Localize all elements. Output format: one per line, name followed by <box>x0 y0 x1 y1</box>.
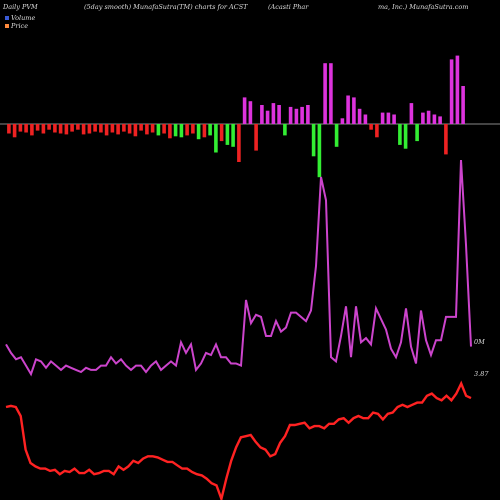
pvm-bar <box>357 108 362 124</box>
pvm-bar <box>185 124 189 136</box>
pvm-bar <box>99 124 103 133</box>
pvm-bar <box>145 124 149 135</box>
pvm-bar <box>162 124 166 134</box>
pvm-bar <box>248 101 253 124</box>
pvm-bar <box>150 124 155 133</box>
pvm-bar <box>398 124 402 145</box>
header-right-b: ma, Inc.) MunafaSutra.com <box>378 3 468 11</box>
pvm-bar <box>455 55 460 124</box>
pvm-bar <box>271 103 276 124</box>
pvm-bar <box>231 124 235 147</box>
pvm-bar <box>116 124 120 135</box>
pvm-bar <box>254 124 258 151</box>
pvm-bar <box>53 124 57 133</box>
pvm-bar <box>288 106 293 124</box>
pvm-bar <box>242 97 247 124</box>
pvm-bar <box>225 124 230 145</box>
pvm-bar <box>432 114 437 124</box>
pvm-bar <box>173 124 178 137</box>
pvm-bar <box>421 112 425 124</box>
pvm-bar <box>214 124 218 153</box>
header-mid: (5day smooth) MunafaSutra(TM) charts for… <box>84 3 248 11</box>
pvm-bar <box>179 124 184 138</box>
pvm-bar <box>47 124 51 130</box>
pvm-bar <box>76 124 80 130</box>
legend-swatch-price <box>5 24 9 28</box>
pvm-bar <box>461 86 465 124</box>
price-last-label: 3.87 <box>474 370 489 378</box>
pvm-bar <box>81 124 86 135</box>
pvm-bar <box>104 124 109 136</box>
pvm-bar <box>41 124 46 134</box>
legend-swatch-volume <box>5 16 9 20</box>
pvm-bar <box>196 124 201 140</box>
pvm-bar <box>340 118 345 124</box>
pvm-bar <box>294 108 299 124</box>
legend-label-price: Price <box>10 22 28 30</box>
pvm-bar <box>156 124 161 136</box>
pvm-bar <box>449 59 454 124</box>
pvm-bar <box>300 106 304 124</box>
pvm-bar <box>30 124 34 136</box>
pvm-bar <box>191 124 195 134</box>
pvm-bar <box>127 124 132 134</box>
pvm-bar <box>426 110 431 124</box>
volume-last-label: 0M <box>474 338 485 346</box>
pvm-bar <box>265 110 270 124</box>
pvm-bar <box>70 124 74 132</box>
pvm-bar <box>133 124 138 137</box>
pvm-bar <box>87 124 92 134</box>
pvm-bar <box>277 105 281 124</box>
pvm-bar <box>208 124 212 136</box>
pvm-bar <box>24 124 28 133</box>
pvm-bar <box>58 124 63 134</box>
pvm-bar <box>64 124 69 135</box>
pvm-bar <box>139 124 143 131</box>
pvm-bar <box>403 124 408 149</box>
pvm-bar <box>306 105 310 124</box>
pvm-bar <box>110 124 115 133</box>
pvm-bar <box>323 63 327 124</box>
pvm-bar <box>283 124 287 136</box>
pvm-bar <box>363 114 368 124</box>
pvm-bar <box>444 124 448 155</box>
pvm-bar <box>168 124 172 139</box>
pvm-bar <box>392 114 396 124</box>
pvm-bar <box>202 124 207 138</box>
pvm-bar <box>329 63 333 124</box>
pvm-bar <box>93 124 97 132</box>
header-left: Daily PVM <box>2 3 38 11</box>
pvm-bar <box>415 124 419 142</box>
chart-header: Daily PVM (5day smooth) MunafaSutra(TM) … <box>2 3 468 11</box>
pvm-bar <box>7 124 11 134</box>
pvm-bar <box>122 124 126 132</box>
legend-label-volume: Volume <box>11 14 35 22</box>
pvm-bar <box>375 124 379 138</box>
pvm-bar <box>386 112 391 124</box>
pvm-bar <box>346 95 350 124</box>
pvm-bar <box>380 112 385 124</box>
pvm-bar <box>334 124 339 147</box>
pvm-bar <box>219 124 224 142</box>
legend: Volume Price <box>5 14 35 30</box>
pvm-bar <box>369 124 373 130</box>
header-right-a: (Acasti Phar <box>268 3 309 11</box>
price-line <box>5 380 472 500</box>
pvm-bar <box>409 103 414 124</box>
pvm-bar <box>317 124 322 178</box>
pvm-bar <box>311 124 316 157</box>
pvm-bar <box>35 124 40 131</box>
pvm-bar <box>260 105 264 124</box>
pvm-bars <box>7 55 465 178</box>
pvm-bar <box>237 124 241 162</box>
pvm-bar <box>18 124 23 132</box>
pvm-bar <box>438 116 442 124</box>
volume-line <box>5 159 472 377</box>
pvm-bar <box>12 124 17 138</box>
pvm-bar <box>352 97 356 124</box>
